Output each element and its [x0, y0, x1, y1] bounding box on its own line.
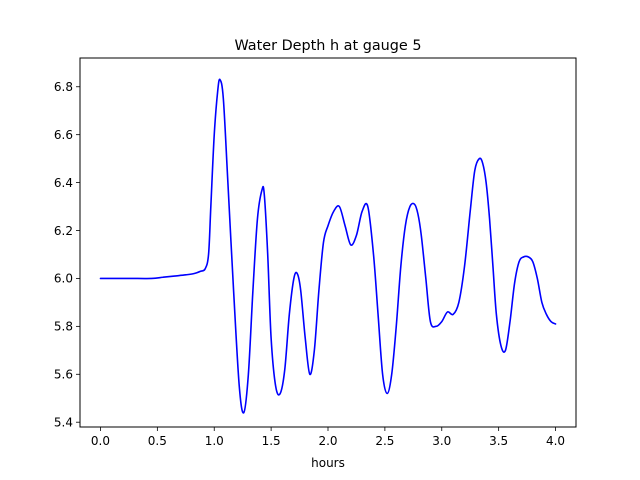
y-tick-label: 6.0 — [54, 272, 73, 286]
x-tick-label: 0.0 — [91, 434, 110, 448]
y-axis-ticks: 5.4 5.6 5.8 6.0 6.2 6.4 6.6 6.8 — [54, 80, 80, 430]
plot-frame — [79, 57, 577, 428]
y-tick-label: 6.2 — [54, 224, 73, 238]
y-tick-label: 5.6 — [54, 368, 73, 382]
x-tick-label: 1.5 — [262, 434, 281, 448]
x-tick-label: 3.0 — [432, 434, 451, 448]
y-tick-label: 6.4 — [54, 176, 73, 190]
y-tick-label: 5.4 — [54, 416, 73, 430]
x-tick-label: 2.0 — [318, 434, 337, 448]
x-axis-label: hours — [311, 456, 345, 470]
y-tick-label: 6.8 — [54, 80, 73, 94]
x-tick-label: 1.0 — [205, 434, 224, 448]
chart-title: Water Depth h at gauge 5 — [234, 38, 421, 54]
y-tick-label: 6.6 — [54, 128, 73, 142]
x-tick-label: 4.0 — [546, 434, 565, 448]
series-layer — [99, 78, 557, 414]
series-line — [99, 78, 557, 414]
y-tick-label: 5.8 — [54, 320, 73, 334]
x-axis-ticks: 0.0 0.5 1.0 1.5 2.0 2.5 3.0 3.5 4.0 — [91, 427, 565, 448]
x-tick-label: 2.5 — [375, 434, 394, 448]
x-tick-label: 0.5 — [148, 434, 167, 448]
x-tick-label: 3.5 — [489, 434, 508, 448]
